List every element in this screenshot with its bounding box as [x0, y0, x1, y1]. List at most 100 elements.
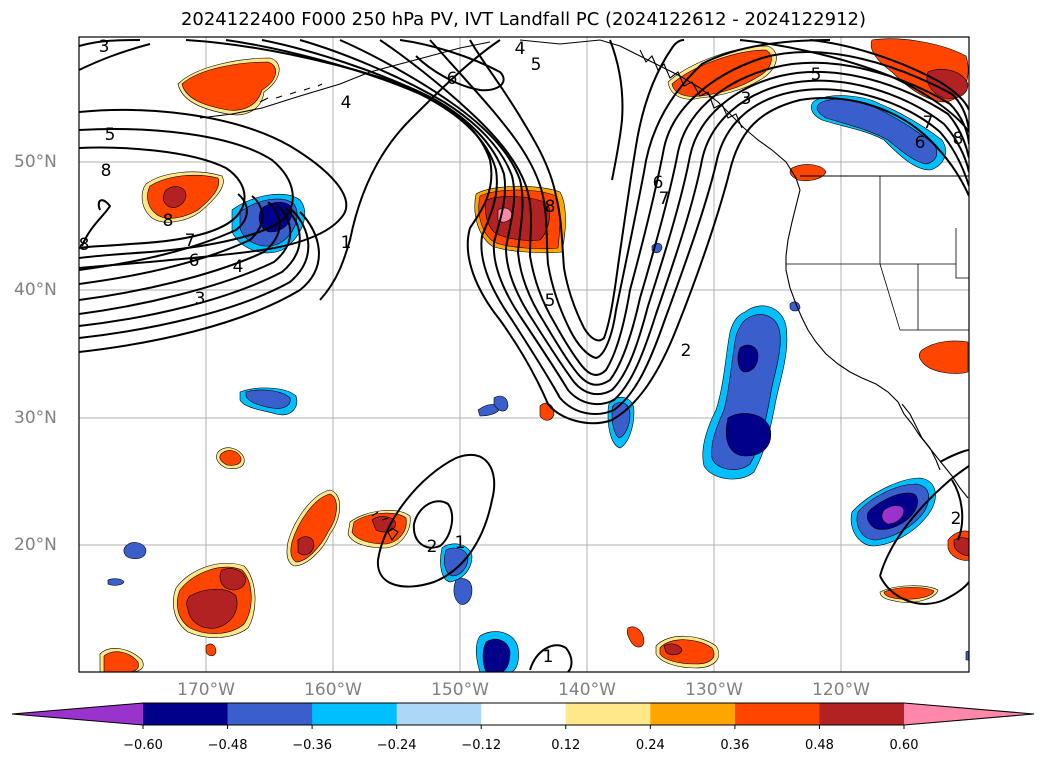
lon-label: 150°W: [431, 680, 489, 700]
anomaly-blob: [453, 578, 473, 605]
anomaly-blob: [671, 49, 772, 97]
pv-contour: [79, 201, 281, 301]
contour-label: 4: [233, 257, 244, 277]
pv-contour: [79, 195, 264, 285]
lon-label: 170°W: [177, 680, 235, 700]
pv-contour: [412, 500, 454, 549]
colorbar-tick-label: −0.48: [207, 738, 248, 753]
anomaly-blob: [737, 344, 759, 373]
anomaly-blob: [219, 568, 247, 591]
colorbar-tick-label: 0.36: [720, 738, 750, 753]
anomaly-blob: [482, 639, 511, 672]
anomaly-blob: [881, 505, 905, 525]
map-title: 2024122400 F000 250 hPa PV, IVT Landfall…: [180, 9, 867, 30]
pv-contour: [79, 211, 320, 353]
lat-label: 20°N: [14, 535, 57, 555]
negative-anomaly-shading: [107, 95, 969, 672]
colorbar-segment: [650, 703, 736, 725]
colorbar-tick-label: −0.24: [376, 738, 417, 753]
contour-label: 1: [341, 233, 352, 253]
alaska-coast: [199, 41, 491, 119]
contour-label: 6: [189, 251, 200, 271]
pv-contour: [399, 39, 505, 92]
anomaly-blob: [123, 542, 147, 560]
contour-label: 7: [659, 189, 670, 209]
anomaly-blob: [181, 61, 276, 111]
lon-label: 160°W: [304, 680, 362, 700]
anomaly-blob: [493, 395, 509, 412]
contour-label: 8: [953, 129, 964, 149]
contour-label: 4: [515, 39, 526, 59]
colorbar-extend-high: [904, 703, 1034, 725]
pv-contour: [809, 39, 969, 111]
pv-contour: [79, 108, 348, 269]
plot-frame: [78, 36, 970, 673]
anomaly-blob: [789, 164, 827, 182]
contour-label: 4: [341, 93, 352, 113]
colorbar: [11, 702, 1035, 729]
anomaly-blob: [258, 201, 293, 233]
anomaly-blob: [107, 578, 125, 586]
positive-anomaly-shading: [99, 38, 969, 672]
anomaly-blob: [186, 588, 238, 629]
contour-label: 6: [447, 69, 458, 89]
pv-contour: [79, 43, 151, 71]
pv-contour: [339, 39, 969, 386]
anomaly-blob: [219, 450, 242, 466]
pv-contour: [469, 39, 685, 342]
pv-contour: [951, 479, 964, 541]
pv-contour: [185, 39, 969, 425]
pv-contour: [529, 644, 573, 672]
contour-label: 8: [545, 197, 556, 217]
contour-label: 7: [185, 231, 196, 251]
anomaly-blob: [245, 389, 291, 409]
colorbar-segment: [481, 703, 567, 725]
contour-label: 3: [195, 289, 206, 309]
contour-label: 8: [101, 161, 112, 181]
contour-label: 8: [163, 211, 174, 231]
pv-contour: [79, 207, 301, 327]
pv-contour: [79, 205, 292, 315]
contour-label: 8: [79, 235, 90, 255]
anomaly-blob: [926, 69, 969, 99]
anomaly-blob: [205, 643, 217, 657]
lon-label: 140°W: [558, 680, 616, 700]
contour-label: 2: [951, 509, 962, 529]
pv-contour: [81, 199, 112, 247]
colorbar-tick-label: 0.60: [889, 738, 919, 753]
pv-contours: [79, 39, 969, 672]
pv-contour: [319, 39, 501, 301]
contour-label: 2: [681, 341, 692, 361]
anomaly-blob: [484, 196, 550, 241]
colorbar-segment: [565, 703, 651, 725]
colorbar-segment: [312, 703, 398, 725]
pv-contour: [299, 39, 969, 396]
lat-label: 50°N: [14, 152, 57, 172]
aleutian-islands: [259, 83, 323, 103]
colorbar-segment: [396, 703, 482, 725]
pv-contour: [79, 39, 141, 47]
map-plot-area: 3 4 5 6 5 8 4 8 8 7 6 4 3 1 8 5 6 7 2 3 …: [79, 37, 969, 672]
pv-contour: [261, 39, 969, 406]
colorbar-segment: [819, 703, 905, 725]
contour-label: 1: [543, 647, 554, 667]
pv-contour: [79, 209, 310, 339]
contour-label: 7: [923, 113, 934, 133]
lon-label: 120°W: [812, 680, 870, 700]
contour-label: 2: [427, 537, 438, 557]
gridlines: [79, 37, 969, 672]
colorbar-tick-label: −0.12: [461, 738, 502, 753]
colorbar-tick-label: 0.48: [804, 738, 834, 753]
colorbar-tick-label: 0.24: [635, 738, 665, 753]
anomaly-blob: [371, 516, 397, 533]
anomaly-blob: [726, 413, 772, 457]
contour-label: 1: [455, 533, 466, 553]
anomaly-blob: [965, 650, 969, 661]
lat-label: 30°N: [14, 408, 57, 428]
colorbar-extend-low: [12, 703, 143, 725]
pv-contour: [376, 453, 496, 588]
coastlines: [199, 39, 969, 542]
bc-coast-detail: [639, 49, 743, 129]
contour-label: 5: [105, 125, 116, 145]
pv-contour: [739, 39, 969, 133]
